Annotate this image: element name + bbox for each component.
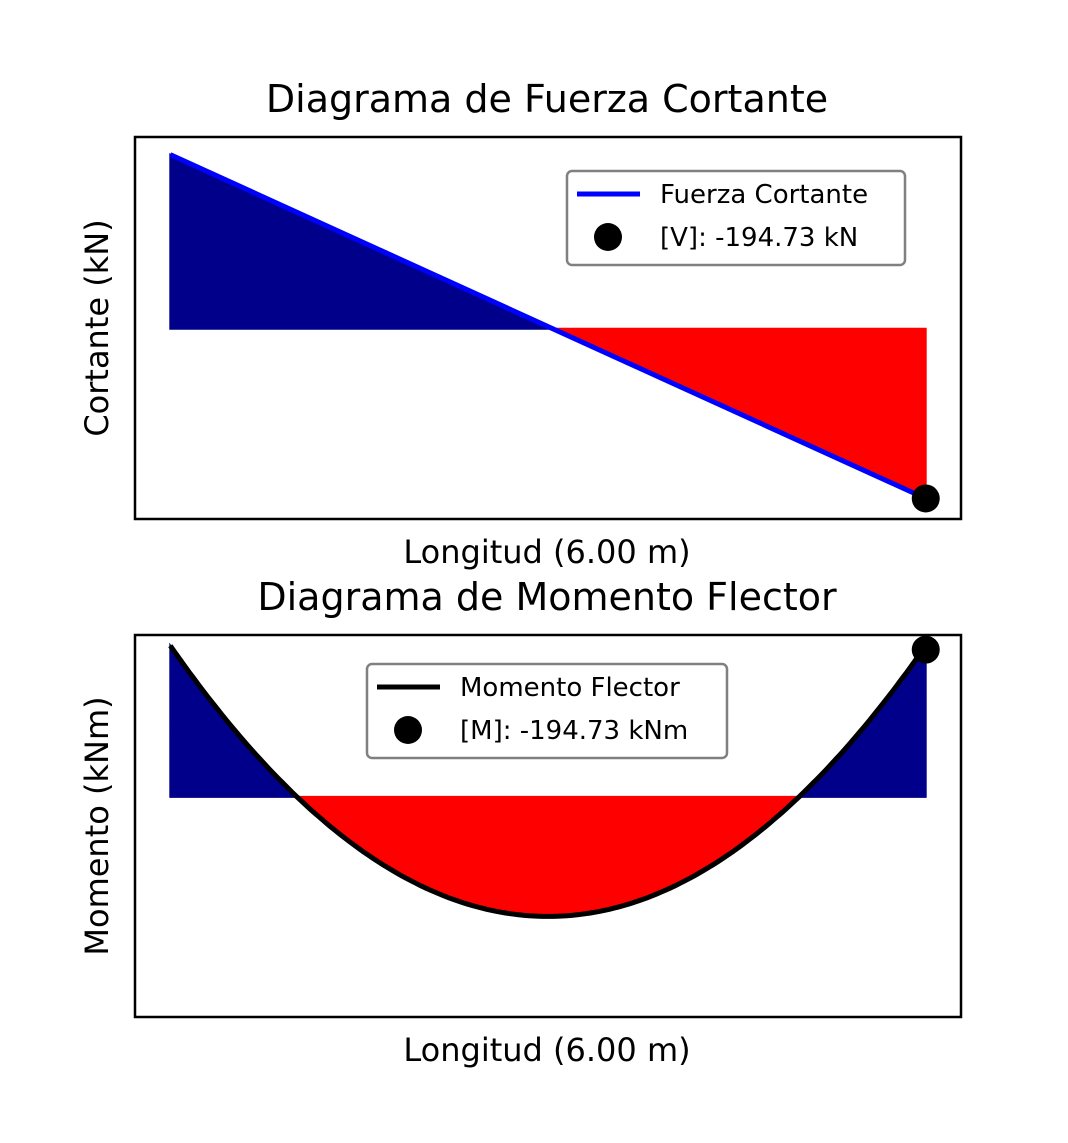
moment-plot-area bbox=[168, 635, 940, 919]
shear-x-axis-label: Longitud (6.00 m) bbox=[403, 533, 690, 571]
moment-max-marker bbox=[911, 635, 940, 664]
moment-series-line bbox=[168, 644, 928, 919]
moment-x-axis-label: Longitud (6.00 m) bbox=[403, 1031, 690, 1069]
moment-chart-title: Diagrama de Momento Flector bbox=[257, 575, 837, 619]
shear-legend-marker-swatch bbox=[594, 223, 622, 251]
moment-y-axis-label: Momento (kNm) bbox=[78, 696, 116, 955]
shear-chart-title: Diagrama de Fuerza Cortante bbox=[266, 77, 828, 121]
shear-legend: Fuerza Cortante [V]: -194.73 kN bbox=[565, 169, 907, 267]
moment-axes-frame bbox=[133, 633, 963, 1019]
moment-legend-box bbox=[365, 662, 729, 760]
shear-y-axis-label: Cortante (kN) bbox=[78, 219, 116, 436]
shear-legend-entry-line: Fuerza Cortante bbox=[660, 180, 868, 210]
shear-series-line bbox=[169, 152, 927, 501]
shear-plot-area bbox=[169, 152, 940, 513]
shear-axes-frame bbox=[133, 135, 963, 521]
shear-chart: Diagrama de Fuerza Cortante Longitud (6.… bbox=[78, 77, 963, 571]
shear-legend-entry-marker: [V]: -194.73 kN bbox=[660, 223, 858, 253]
moment-legend: Momento Flector [M]: -194.73 kNm bbox=[365, 662, 729, 760]
moment-legend-entry-marker: [M]: -194.73 kNm bbox=[460, 716, 688, 746]
shear-legend-box bbox=[565, 169, 907, 267]
shear-max-marker bbox=[911, 484, 940, 513]
moment-legend-entry-line: Momento Flector bbox=[460, 673, 680, 703]
moment-chart: Diagrama de Momento Flector Longitud (6.… bbox=[78, 575, 963, 1069]
moment-legend-marker-swatch bbox=[394, 716, 422, 744]
